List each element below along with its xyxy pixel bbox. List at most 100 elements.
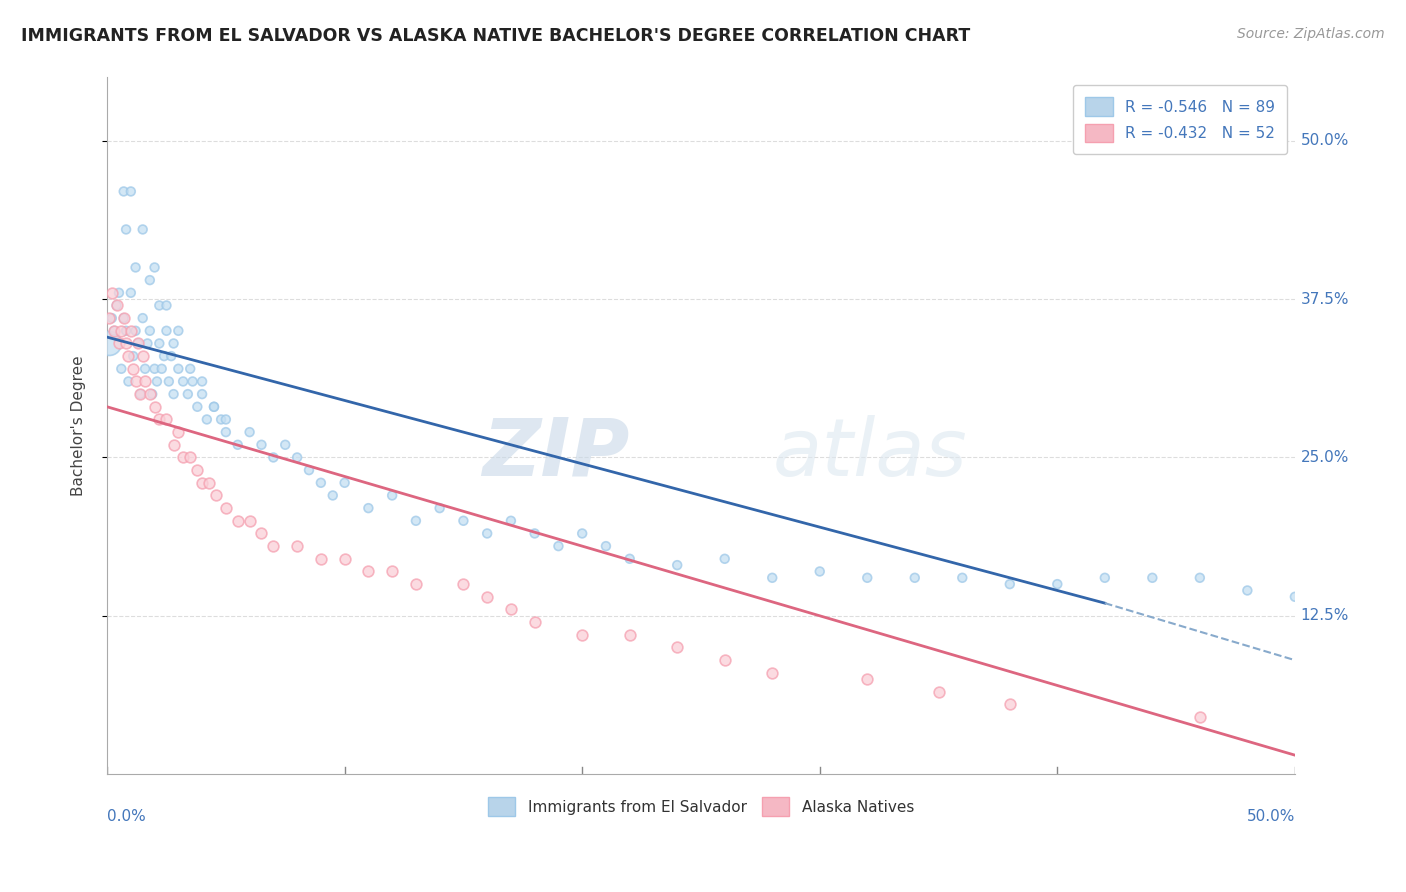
- Point: [120, 285, 142, 300]
- Point: [215, 425, 238, 439]
- Point: [595, 539, 617, 553]
- Point: [148, 298, 170, 312]
- Point: [115, 336, 138, 351]
- Point: [155, 412, 177, 426]
- Point: [146, 375, 169, 389]
- Point: [108, 285, 131, 300]
- Point: [115, 222, 138, 236]
- Point: [108, 336, 131, 351]
- Point: [571, 628, 593, 642]
- Point: [499, 514, 522, 528]
- Point: [101, 311, 124, 326]
- Point: [523, 615, 546, 629]
- Point: [666, 558, 689, 573]
- Point: [155, 298, 177, 312]
- Point: [191, 475, 214, 490]
- Point: [179, 361, 201, 376]
- Point: [98, 336, 121, 351]
- Point: [117, 375, 139, 389]
- Point: [143, 400, 166, 414]
- Point: [239, 425, 262, 439]
- Point: [112, 185, 135, 199]
- Point: [1142, 571, 1164, 585]
- Point: [405, 514, 427, 528]
- Point: [1046, 577, 1069, 591]
- Point: [162, 387, 184, 401]
- Point: [186, 400, 208, 414]
- Point: [198, 475, 221, 490]
- Point: [405, 577, 427, 591]
- Point: [124, 375, 146, 389]
- Point: [191, 375, 214, 389]
- Point: [309, 475, 332, 490]
- Point: [357, 501, 380, 516]
- Point: [155, 324, 177, 338]
- Point: [101, 285, 124, 300]
- Point: [761, 571, 783, 585]
- Point: [105, 298, 128, 312]
- Point: [167, 425, 190, 439]
- Point: [131, 349, 153, 363]
- Point: [499, 602, 522, 616]
- Point: [143, 260, 166, 275]
- Point: [110, 361, 132, 376]
- Point: [105, 298, 128, 312]
- Point: [547, 539, 569, 553]
- Point: [808, 565, 831, 579]
- Point: [475, 526, 498, 541]
- Point: [139, 273, 162, 287]
- Point: [141, 387, 163, 401]
- Point: [167, 324, 190, 338]
- Text: atlas: atlas: [772, 415, 967, 492]
- Point: [666, 640, 689, 655]
- Point: [129, 387, 152, 401]
- Text: IMMIGRANTS FROM EL SALVADOR VS ALASKA NATIVE BACHELOR'S DEGREE CORRELATION CHART: IMMIGRANTS FROM EL SALVADOR VS ALASKA NA…: [21, 27, 970, 45]
- Point: [619, 551, 641, 566]
- Point: [1188, 571, 1211, 585]
- Point: [98, 311, 121, 326]
- Point: [167, 361, 190, 376]
- Point: [195, 412, 218, 426]
- Text: 50.0%: 50.0%: [1247, 809, 1295, 824]
- Point: [103, 324, 125, 338]
- Point: [571, 526, 593, 541]
- Point: [136, 336, 159, 351]
- Point: [285, 539, 308, 553]
- Point: [179, 450, 201, 465]
- Point: [262, 539, 284, 553]
- Point: [127, 336, 149, 351]
- Point: [298, 463, 321, 477]
- Point: [928, 685, 950, 699]
- Text: 25.0%: 25.0%: [1301, 450, 1350, 465]
- Point: [226, 438, 249, 452]
- Point: [172, 375, 194, 389]
- Point: [250, 526, 273, 541]
- Point: [172, 450, 194, 465]
- Point: [120, 324, 142, 338]
- Point: [453, 514, 475, 528]
- Point: [110, 324, 132, 338]
- Point: [215, 412, 238, 426]
- Point: [177, 387, 200, 401]
- Point: [429, 501, 451, 516]
- Point: [322, 488, 344, 502]
- Point: [262, 450, 284, 465]
- Point: [381, 488, 404, 502]
- Text: 0.0%: 0.0%: [107, 809, 146, 824]
- Point: [215, 501, 238, 516]
- Point: [950, 571, 973, 585]
- Point: [129, 387, 152, 401]
- Text: ZIP: ZIP: [482, 415, 630, 492]
- Point: [333, 551, 356, 566]
- Text: Source: ZipAtlas.com: Source: ZipAtlas.com: [1237, 27, 1385, 41]
- Point: [202, 400, 225, 414]
- Point: [103, 324, 125, 338]
- Point: [122, 361, 145, 376]
- Point: [1094, 571, 1116, 585]
- Point: [309, 551, 332, 566]
- Point: [523, 526, 546, 541]
- Point: [998, 698, 1021, 712]
- Point: [124, 260, 146, 275]
- Point: [475, 590, 498, 604]
- Point: [381, 565, 404, 579]
